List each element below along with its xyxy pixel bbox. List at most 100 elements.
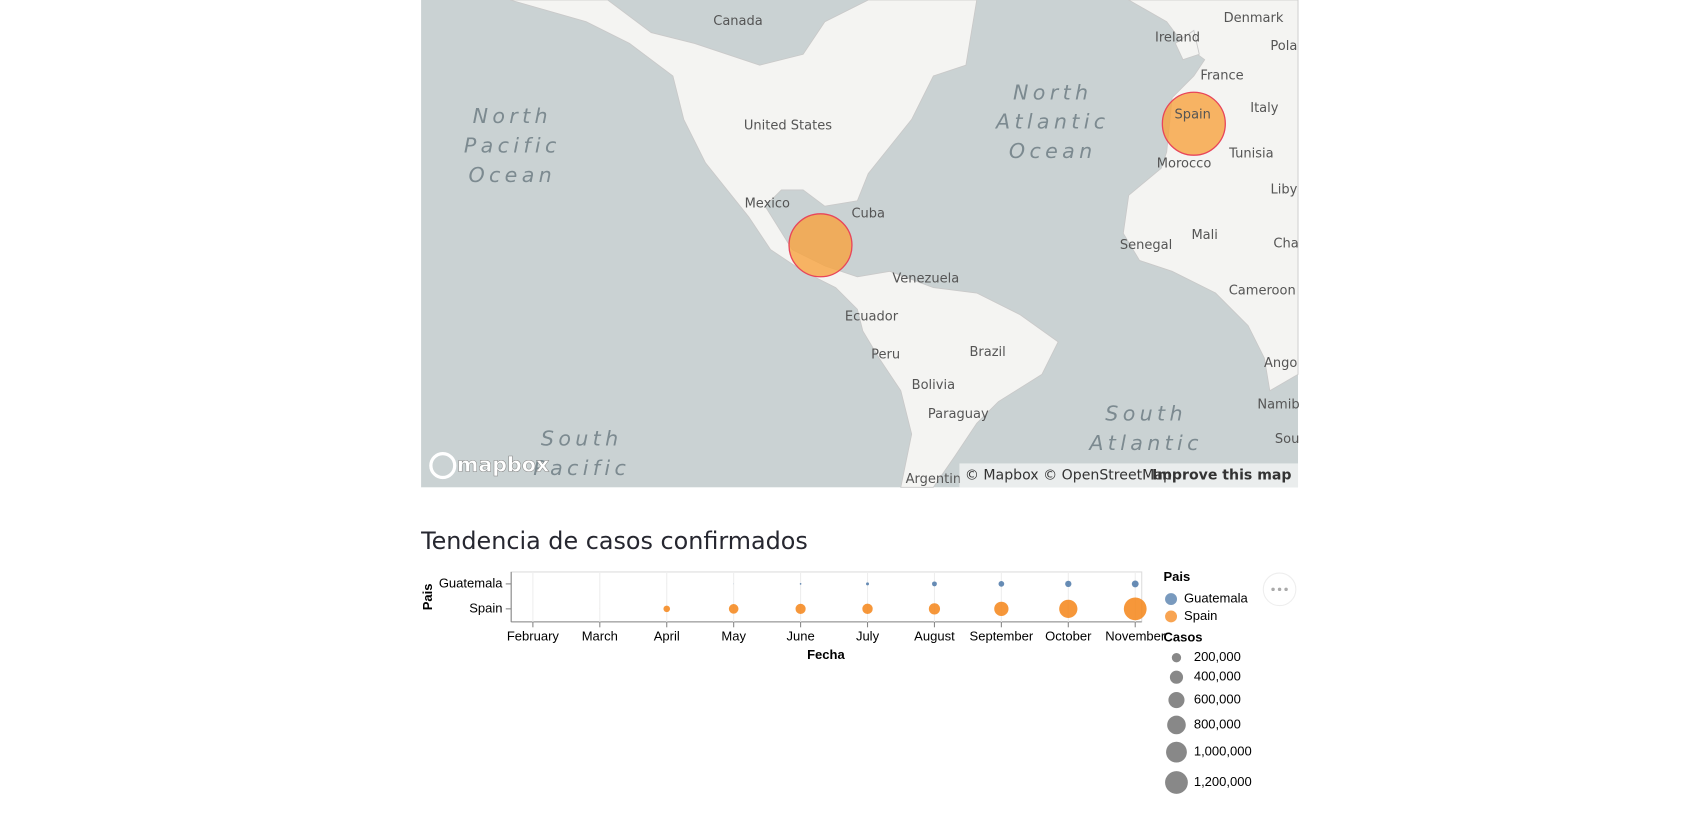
map[interactable]: Canada Denmark Ireland Pola France United Sta…: [0, 0, 1693, 499]
plot-frame: [510, 571, 1143, 623]
x-tick-label: February: [507, 629, 560, 644]
ocean-label: North: [473, 104, 552, 128]
place-label: Pola: [1270, 39, 1297, 54]
place-label: Ango: [1264, 356, 1297, 371]
legend-swatch: [1165, 593, 1178, 606]
place-label: Mali: [1191, 228, 1217, 243]
size-legend-label: 1,000,000: [1194, 744, 1252, 759]
place-label: Senegal: [1120, 238, 1172, 253]
x-tick-label: April: [654, 629, 680, 644]
size-legend-mark: [1167, 715, 1186, 735]
attribution-bg: [959, 463, 1299, 488]
place-label: Bolivia: [912, 378, 955, 393]
place-label: Liby: [1270, 182, 1297, 197]
y-tick-label: Spain: [469, 600, 502, 615]
point: [1123, 597, 1147, 621]
y-axis-title: Pais: [420, 584, 435, 611]
size-legend-mark: [1169, 670, 1184, 684]
place-label: Spain: [1175, 108, 1211, 123]
menu-dot: [1277, 587, 1282, 592]
attribution[interactable]: © Mapbox © OpenStreetMap: [965, 467, 1172, 483]
size-legend-title: Casos: [1163, 630, 1202, 645]
place-label: Cha: [1273, 237, 1298, 252]
place-label: Sou: [1275, 432, 1299, 447]
chart: Tendencia de casos confirmados Fecha Pai…: [420, 527, 1297, 794]
ocean-label: South: [1105, 402, 1187, 426]
place-label: Mexico: [745, 197, 790, 212]
x-tick-label: October: [1045, 629, 1092, 644]
place-label: Cameroon: [1229, 283, 1296, 298]
menu-dot: [1284, 587, 1288, 592]
point: [928, 603, 941, 615]
place-label: Ecuador: [845, 309, 899, 324]
map-bubble-guatemala[interactable]: [788, 213, 853, 278]
place-label: Ireland: [1155, 30, 1200, 45]
place-label: Peru: [871, 347, 900, 362]
place-label: Tunisia: [1228, 147, 1273, 162]
size-legend-label: 200,000: [1194, 649, 1241, 664]
place-label: United States: [744, 118, 832, 133]
place-label: Venezuela: [892, 271, 959, 286]
point: [663, 605, 671, 613]
land: [509, 0, 1299, 488]
point: [994, 601, 1009, 616]
point: [1131, 580, 1139, 588]
legend-label: Guatemala: [1184, 591, 1248, 606]
x-tick-label: June: [786, 629, 814, 644]
point: [866, 582, 869, 586]
x-tick-label: November: [1105, 629, 1166, 644]
x-tick-label: August: [914, 629, 955, 644]
place-label: Argentin: [906, 472, 962, 487]
y-tick-label: Guatemala: [439, 575, 503, 590]
ocean-label: Ocean: [468, 163, 556, 187]
point: [799, 583, 802, 585]
size-legend-label: 1,200,000: [1194, 774, 1252, 789]
place-label: Canada: [713, 14, 763, 29]
point: [998, 581, 1005, 587]
size-legend-label: 800,000: [1194, 716, 1241, 731]
chart-title: Tendencia de casos confirmados: [420, 527, 808, 555]
place-label: Italy: [1250, 101, 1279, 116]
improve-link[interactable]: Improve this map: [1152, 467, 1292, 483]
ocean-label: Pacific: [533, 456, 630, 480]
place-label: Cuba: [851, 206, 885, 221]
place-label: Brazil: [969, 345, 1005, 360]
place-label: Morocco: [1157, 156, 1212, 171]
ocean-label: Atlantic: [1087, 431, 1202, 455]
x-axis-title: Fecha: [807, 647, 845, 662]
point: [932, 581, 937, 587]
map-bubble-spain[interactable]: [1161, 91, 1226, 156]
x-tick-label: March: [582, 629, 618, 644]
ocean-label: South: [541, 427, 623, 451]
point: [795, 603, 806, 614]
size-legend-label: 400,000: [1194, 669, 1241, 684]
point: [862, 603, 873, 615]
point: [728, 604, 739, 614]
legend-label: Spain: [1184, 608, 1217, 623]
size-legend-mark: [1166, 741, 1187, 763]
place-label: France: [1200, 68, 1243, 83]
x-tick-label: July: [856, 629, 880, 644]
size-legend-label: 600,000: [1194, 691, 1241, 706]
place-label: Namib: [1257, 397, 1299, 412]
legend-swatch: [1165, 610, 1178, 623]
size-legend-mark: [1171, 653, 1182, 663]
size-legend-mark: [1165, 771, 1188, 794]
menu-button[interactable]: [1262, 572, 1297, 607]
menu-dot: [1271, 587, 1275, 592]
ocean-label: Pacific: [464, 134, 561, 158]
ocean-label: Atlantic: [994, 110, 1109, 134]
point: [1059, 599, 1078, 618]
x-tick-label: September: [970, 629, 1034, 644]
point: [1065, 580, 1072, 588]
x-tick-label: May: [721, 629, 746, 644]
size-legend-mark: [1168, 691, 1185, 709]
place-label: Paraguay: [928, 407, 989, 422]
mapbox-logo[interactable]: mapbox: [457, 452, 550, 477]
point: [733, 583, 734, 585]
ocean-label: Ocean: [1009, 139, 1097, 163]
place-label: Denmark: [1224, 11, 1284, 26]
legend-title: Pais: [1163, 569, 1190, 584]
mapbox-logo-icon: [429, 452, 457, 480]
